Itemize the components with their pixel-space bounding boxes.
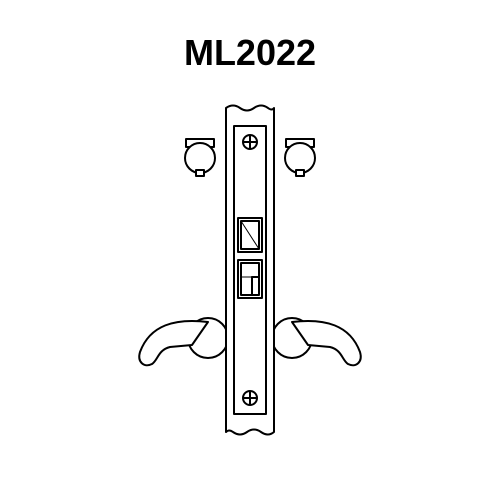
lockset-svg <box>0 100 500 480</box>
lever-handle-left <box>139 318 228 365</box>
lever-handle-right <box>272 318 361 365</box>
bottom-screw <box>243 391 257 405</box>
top-screw <box>243 135 257 149</box>
lockset-drawing <box>0 100 500 480</box>
deadbolt <box>238 260 262 298</box>
latch-bolt <box>238 218 262 252</box>
top-cylinder-left <box>185 139 215 176</box>
model-number-title: ML2022 <box>0 32 500 74</box>
figure-container: ML2022 <box>0 0 500 500</box>
top-cylinder-right <box>285 139 315 176</box>
